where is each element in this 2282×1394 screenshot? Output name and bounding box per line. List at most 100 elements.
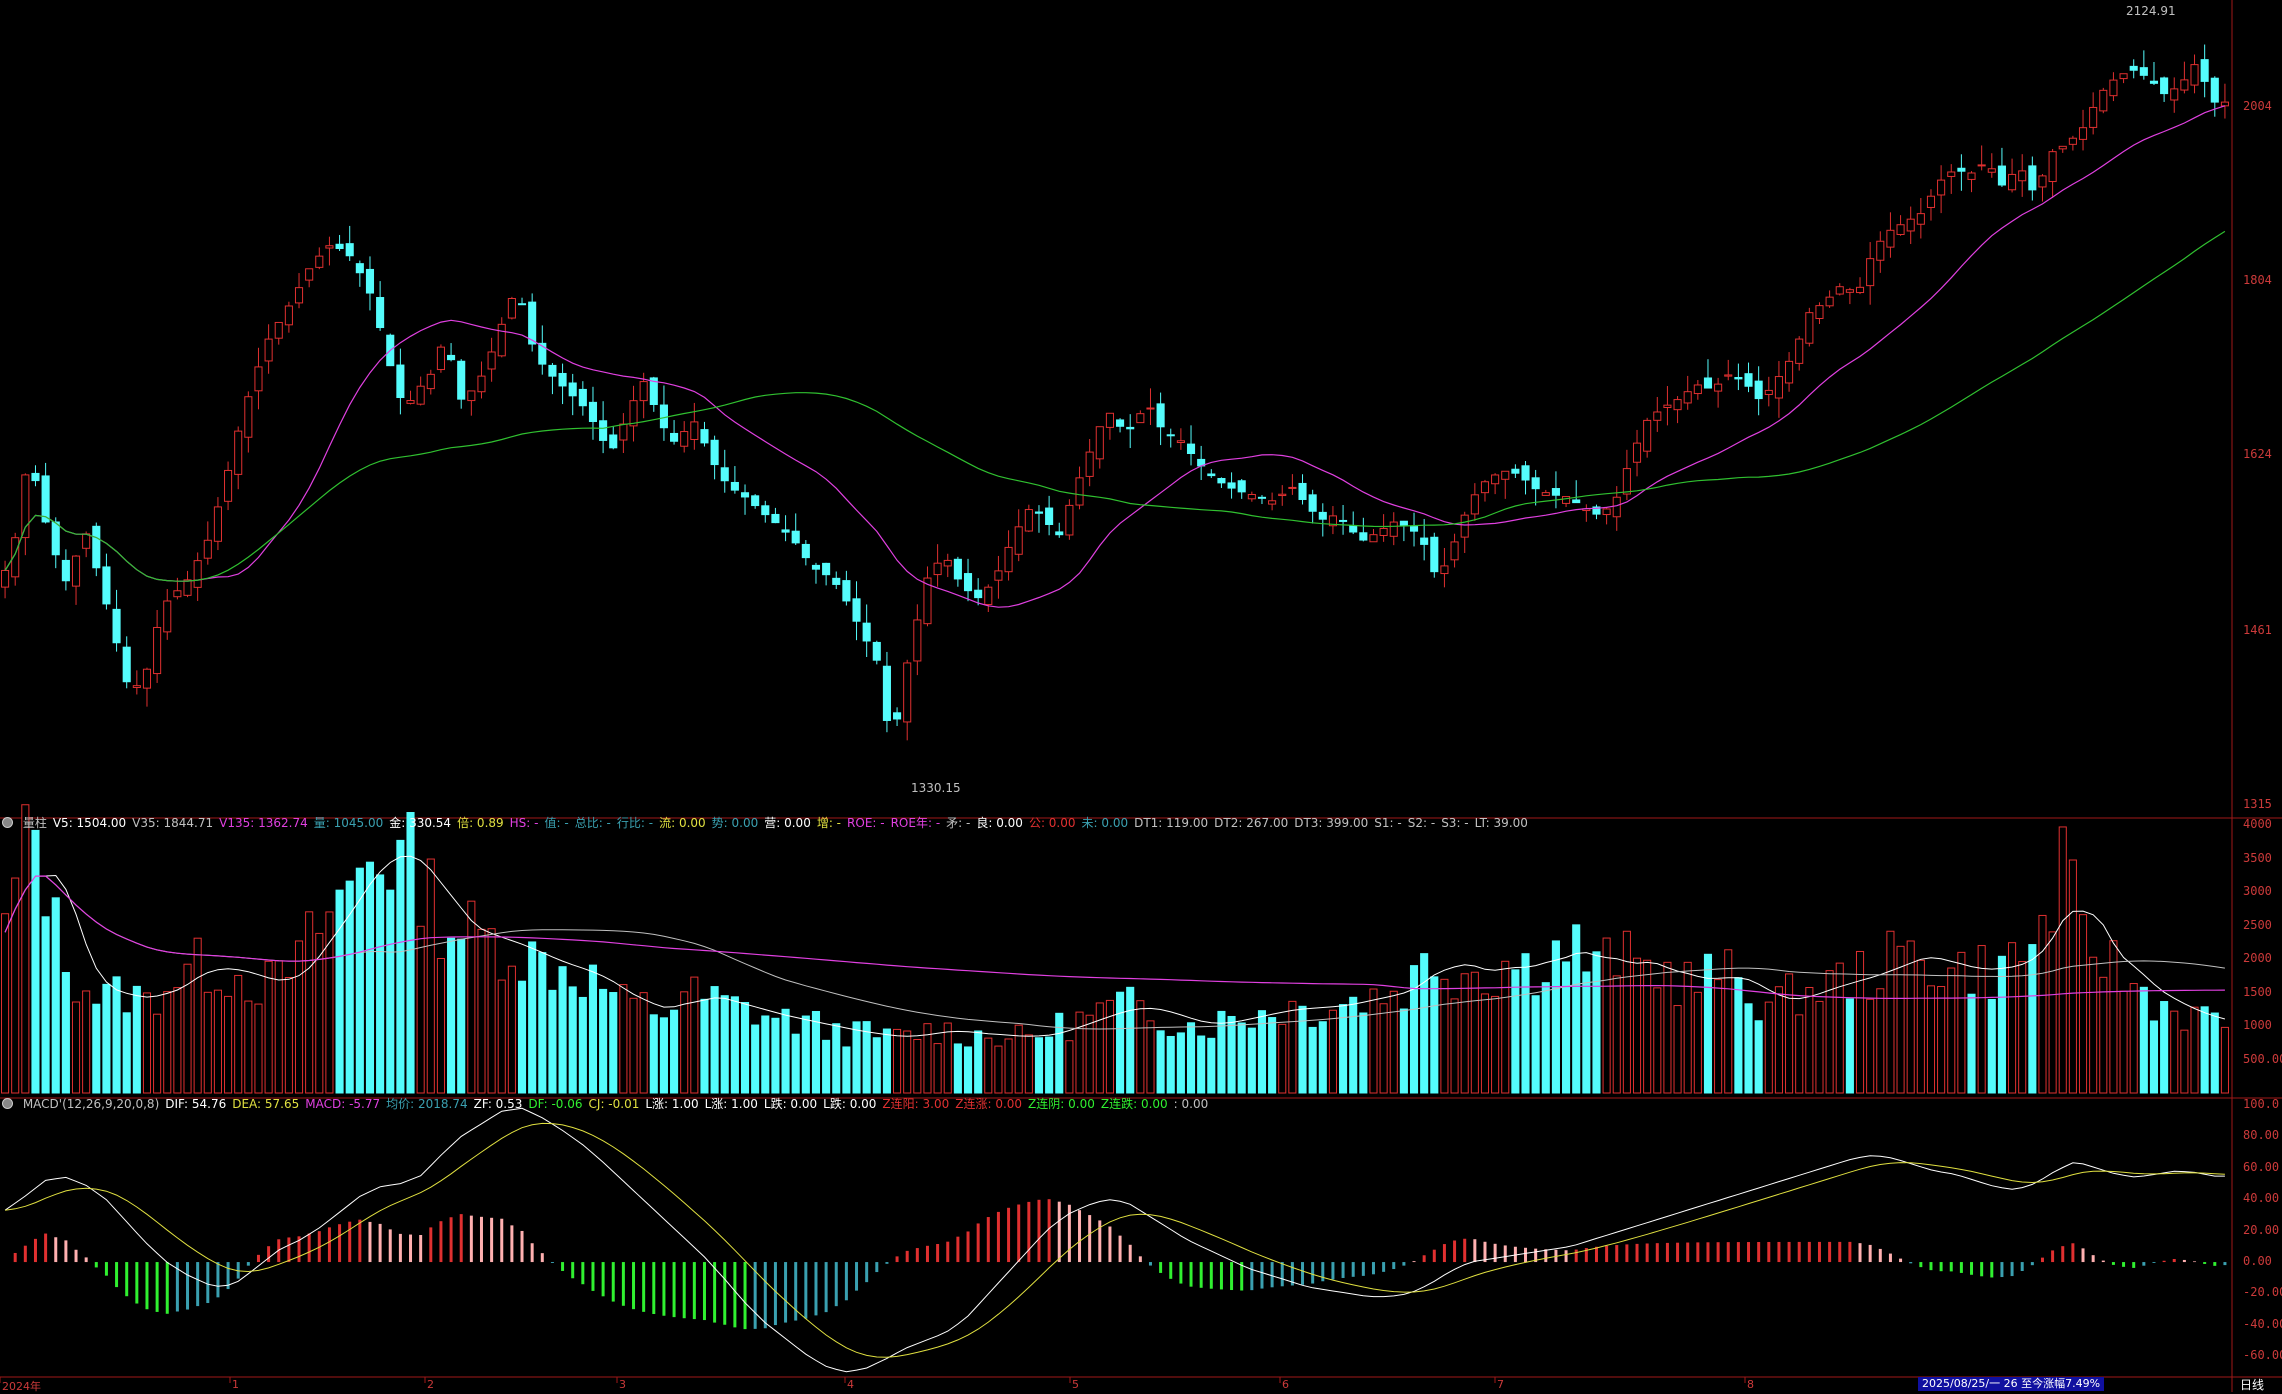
candle-body [497,323,506,357]
candle-body [507,298,516,319]
volume-bar [335,889,344,1094]
candle [21,473,30,556]
volume-bar [193,937,202,1094]
volume-bar [345,880,354,1094]
candle-body [994,570,1003,581]
candle [183,570,192,598]
macd-panel[interactable] [4,1107,2227,1373]
candle [680,421,689,453]
volume-bar [1237,1022,1246,1094]
candle-body [548,364,557,377]
candle-body [467,390,476,402]
candle-body [1257,496,1267,499]
candle [578,381,587,416]
volume-bar [1136,1000,1145,1094]
volume-bar [629,997,638,1094]
candle-body [2018,170,2027,182]
candle [193,552,202,601]
volume-bar [1947,967,1956,1094]
candle-body [41,475,50,523]
volume-bar [1977,945,1986,1094]
candle [740,484,750,515]
candle [1349,511,1358,535]
candle [112,589,121,652]
candle-body [1724,374,1733,377]
volume-bar [1014,1024,1023,1094]
candle-body [1440,565,1449,575]
candle-body [325,245,334,249]
candle [730,466,739,494]
volume-panel[interactable] [1,804,2229,1094]
candle [1450,533,1459,568]
volume-bar [173,987,182,1094]
volume-bar [213,989,222,1094]
indicator-dot-icon[interactable] [2,817,13,828]
candle-body [1967,172,1976,180]
indicator-dot-icon[interactable] [2,1098,13,1109]
volume-bar [811,1010,821,1094]
volume-bar [1298,1005,1307,1094]
indicator-value: DT2: 267.00 [1214,816,1289,830]
candle-body [578,388,587,407]
indicator-value: L涨: 1.00 [704,1097,758,1111]
volume-bar [1491,995,1500,1094]
candle [1866,242,1875,305]
candle-body [396,364,405,399]
volume-bar [2089,956,2098,1094]
volume-bar [1156,1030,1165,1094]
candle [670,420,679,445]
candle [720,449,729,493]
price-panel[interactable] [1,44,2229,741]
indicator-value: HS: - [509,816,539,830]
candle-body [1896,224,1905,235]
candle [1967,171,1976,193]
candle [882,651,891,733]
candle-body [1268,500,1277,505]
candle-body [619,423,628,441]
candle-body [1491,474,1500,485]
candle [1653,396,1662,432]
candle [2109,72,2118,102]
indicator-value: 公: 0.00 [1028,816,1076,830]
period-label[interactable]: 日线 [2240,1378,2265,1392]
candle-body [305,268,314,281]
candle-body [761,505,770,516]
volume-bar [163,991,172,1094]
candle-body [426,373,435,390]
candle-body [2139,67,2148,76]
volume-bar [599,988,608,1094]
indicator-value: 均价: 2018.74 [386,1097,468,1111]
candle [1957,154,1966,191]
candle-body [2129,65,2138,71]
candle-body [1541,492,1550,496]
candle [2099,87,2108,114]
candle [791,513,800,545]
volume-bar [1997,955,2006,1094]
candle-body [832,577,841,585]
volume-bar [1724,949,1733,1094]
candle-body [1409,526,1419,532]
volume-bar [558,966,567,1094]
volume-bar [761,1015,770,1094]
volume-bar [274,960,283,1094]
y-tick-label: 1315 [2243,797,2272,811]
indicator-value: ROE: - [847,816,885,830]
volume-bar [1470,971,1479,1094]
volume-bar [933,1043,942,1094]
volume-bar [2038,914,2047,1094]
candle [122,636,131,689]
candle [1176,428,1185,450]
volume-bar [1916,959,1925,1094]
candle [1359,517,1368,542]
volume-bar [467,900,476,1094]
candle [1034,505,1044,533]
candle [1531,469,1540,506]
candle [528,293,537,352]
volume-bar [670,1009,679,1094]
volume-bar [1572,924,1581,1094]
indicator-value: DF: -0.06 [528,1097,583,1111]
volume-bar [1734,977,1743,1094]
candle [1754,366,1763,416]
y-tick-label: 1000 [2243,1018,2272,1032]
